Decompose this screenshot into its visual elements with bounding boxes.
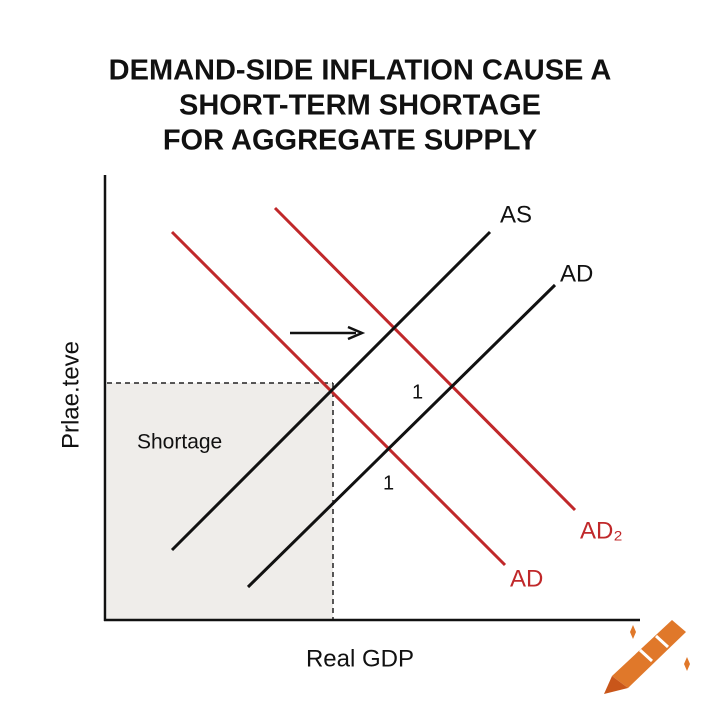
marker: 1 — [412, 381, 423, 403]
title-line: DEMAND-SIDE INFLATION CAUSE A — [109, 55, 612, 87]
arrow-head — [347, 325, 366, 341]
crayon-icon — [604, 620, 690, 694]
y-axis-label: Prlae.teve — [57, 341, 84, 449]
curve-label: AD₂ — [580, 517, 623, 544]
ad-curve — [170, 230, 507, 567]
curve-label: AD — [510, 565, 543, 592]
ad-black-curve — [246, 283, 557, 589]
annotation: Shortage — [137, 431, 222, 454]
marker: 1 — [383, 472, 394, 494]
x-axis-label: Real GDP — [306, 645, 414, 672]
as-curve — [170, 230, 492, 552]
curve-label: AD — [560, 260, 593, 287]
title-line: SHORT-TERM SHORTAGE — [179, 90, 541, 122]
title-line: FOR AGGREGATE SUPPLY — [163, 125, 537, 157]
ad2-curve — [273, 206, 577, 512]
curve-label: AS — [500, 201, 532, 228]
